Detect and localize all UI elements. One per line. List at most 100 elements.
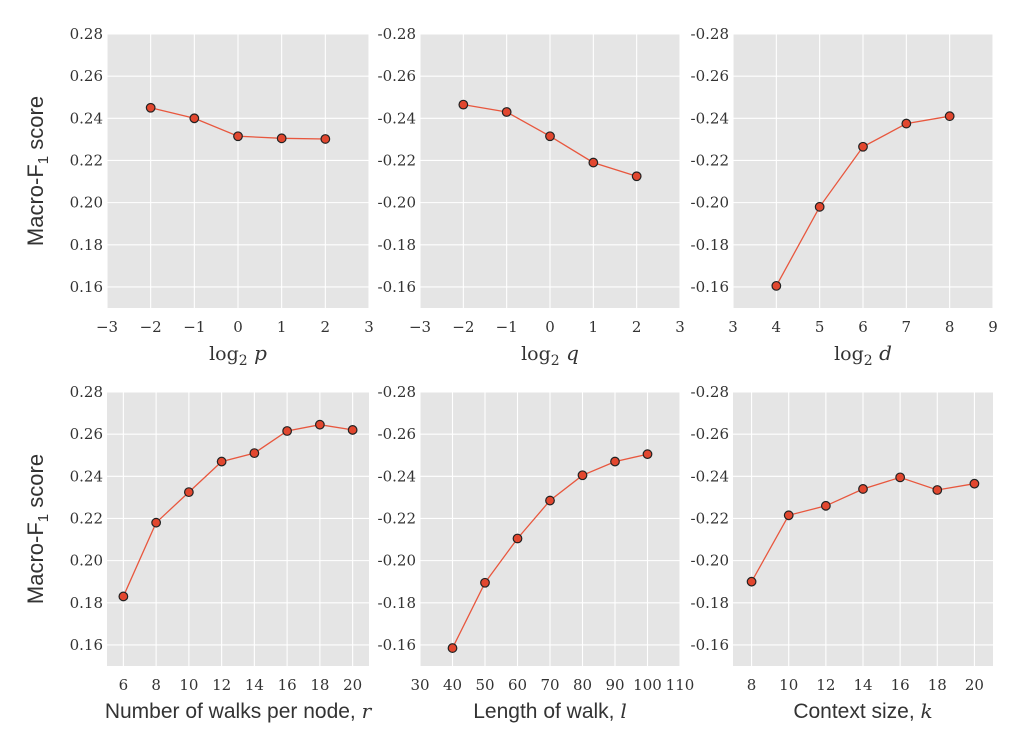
data-point bbox=[282, 426, 293, 436]
data-point bbox=[746, 576, 757, 587]
x-axis-label: Number of walks per node, r bbox=[105, 699, 373, 723]
y-tick-label: -0.26 bbox=[378, 425, 416, 443]
x-axis-label: log2 p bbox=[209, 341, 267, 369]
data-point bbox=[276, 133, 287, 144]
chart-panel-5: 30 40 50 60 70 80 90 100 110 -0.16 -0.18 -0.20 -0.22… bbox=[378, 383, 695, 723]
data-point bbox=[771, 280, 782, 291]
y-tick-label: 0.26 bbox=[70, 67, 103, 85]
y-tick-label: 0.24 bbox=[70, 467, 103, 485]
data-point bbox=[151, 517, 162, 528]
x-tick-label: 16 bbox=[278, 676, 297, 694]
y-tick-label: 0.18 bbox=[70, 236, 103, 254]
chart-panel-2: −3 −2 −1 0 1 2 3 -0.16 -0.18 -0.20 -0.22 -0.24 -0.26… bbox=[378, 25, 685, 369]
data-point bbox=[512, 533, 523, 544]
data-point bbox=[895, 472, 906, 483]
data-point bbox=[233, 131, 243, 142]
y-tick-label: 0.20 bbox=[70, 194, 103, 212]
x-tick-label: 110 bbox=[666, 676, 695, 694]
x-tick-label: 1 bbox=[589, 318, 599, 336]
x-tick-label: −2 bbox=[140, 318, 162, 336]
y-axis-label: Macro-F1 score bbox=[23, 454, 52, 604]
y-tick-label: -0.20 bbox=[378, 194, 416, 212]
x-tick-label: 16 bbox=[891, 676, 910, 694]
data-point bbox=[944, 111, 955, 122]
x-tick-label: 50 bbox=[475, 676, 494, 694]
x-tick-label: 20 bbox=[343, 676, 362, 694]
y-tick-label: -0.28 bbox=[691, 383, 729, 401]
y-tick-label: 0.26 bbox=[70, 425, 103, 443]
data-point bbox=[320, 134, 331, 144]
x-tick-label: 8 bbox=[151, 676, 161, 694]
x-tick-label: 5 bbox=[815, 318, 825, 336]
data-point bbox=[577, 470, 588, 481]
y-tick-label: -0.20 bbox=[378, 552, 416, 570]
x-tick-label: 8 bbox=[747, 676, 757, 694]
data-point bbox=[347, 425, 358, 435]
x-tick-label: 2 bbox=[632, 318, 642, 336]
x-tick-label: −1 bbox=[496, 318, 518, 336]
data-point bbox=[216, 456, 227, 467]
data-point bbox=[118, 591, 129, 602]
x-tick-label: 9 bbox=[988, 318, 998, 336]
data-point bbox=[858, 484, 868, 494]
y-tick-label: 0.22 bbox=[70, 509, 103, 527]
x-tick-label: 4 bbox=[772, 318, 782, 336]
x-tick-label: 3 bbox=[728, 318, 738, 336]
data-point bbox=[820, 500, 831, 511]
x-axis-label: log2 q bbox=[521, 341, 579, 369]
y-tick-label: -0.26 bbox=[691, 425, 729, 443]
chart-panel-1: −3 −2 −1 0 1 2 3 0.16 0.18 0.20 0.22 0.24 0.26 0.28 lo… bbox=[23, 25, 374, 369]
y-tick-label: -0.22 bbox=[378, 151, 416, 169]
data-point bbox=[858, 141, 868, 152]
y-tick-label: 0.22 bbox=[70, 151, 103, 169]
x-tick-label: 8 bbox=[945, 318, 955, 336]
x-tick-label: 20 bbox=[965, 676, 984, 694]
x-tick-label: 60 bbox=[508, 676, 527, 694]
data-point bbox=[783, 510, 794, 521]
data-point bbox=[501, 107, 512, 117]
y-tick-label: -0.22 bbox=[691, 151, 729, 169]
x-tick-label: −3 bbox=[409, 318, 431, 336]
data-point bbox=[901, 118, 912, 129]
y-tick-label: -0.16 bbox=[691, 278, 729, 296]
y-tick-label: -0.16 bbox=[378, 278, 416, 296]
y-tick-label: 0.24 bbox=[70, 109, 103, 127]
y-tick-label: 0.18 bbox=[70, 594, 103, 612]
x-tick-label: 12 bbox=[212, 676, 231, 694]
x-tick-label: 18 bbox=[310, 676, 329, 694]
y-tick-label: 0.16 bbox=[70, 636, 103, 654]
y-tick-label: 0.20 bbox=[70, 552, 103, 570]
x-tick-label: −1 bbox=[183, 318, 205, 336]
x-axis-label: Length of walk, l bbox=[473, 699, 627, 723]
y-tick-label: -0.18 bbox=[378, 594, 416, 612]
y-tick-label: -0.18 bbox=[378, 236, 416, 254]
data-point bbox=[189, 113, 200, 124]
data-point bbox=[458, 99, 469, 110]
x-tick-label: 3 bbox=[364, 318, 374, 336]
data-point bbox=[969, 478, 980, 489]
y-tick-label: -0.26 bbox=[378, 67, 416, 85]
x-tick-label: 7 bbox=[902, 318, 912, 336]
y-tick-label: -0.20 bbox=[691, 194, 729, 212]
data-point bbox=[610, 456, 620, 467]
y-tick-label: -0.28 bbox=[378, 383, 416, 401]
chart-panel-3: 3 4 5 6 7 8 9 -0.16 -0.18 -0.20 -0.22 -0.24 -0.26 -0.… bbox=[691, 25, 998, 369]
x-tick-label: −3 bbox=[96, 318, 118, 336]
x-tick-label: −2 bbox=[452, 318, 474, 336]
data-point bbox=[642, 449, 653, 460]
x-tick-label: 1 bbox=[277, 318, 287, 336]
x-tick-label: 80 bbox=[573, 676, 592, 694]
x-tick-label: 40 bbox=[443, 676, 462, 694]
y-tick-label: -0.28 bbox=[691, 25, 729, 43]
x-tick-label: 6 bbox=[119, 676, 129, 694]
y-tick-label: 0.28 bbox=[70, 383, 103, 401]
x-tick-label: 30 bbox=[410, 676, 429, 694]
x-tick-label: 6 bbox=[858, 318, 868, 336]
plot-area bbox=[107, 392, 369, 666]
x-tick-label: 18 bbox=[928, 676, 947, 694]
x-tick-label: 14 bbox=[853, 676, 872, 694]
y-tick-label: 0.16 bbox=[70, 278, 103, 296]
data-point bbox=[545, 495, 555, 506]
data-point bbox=[545, 131, 555, 142]
